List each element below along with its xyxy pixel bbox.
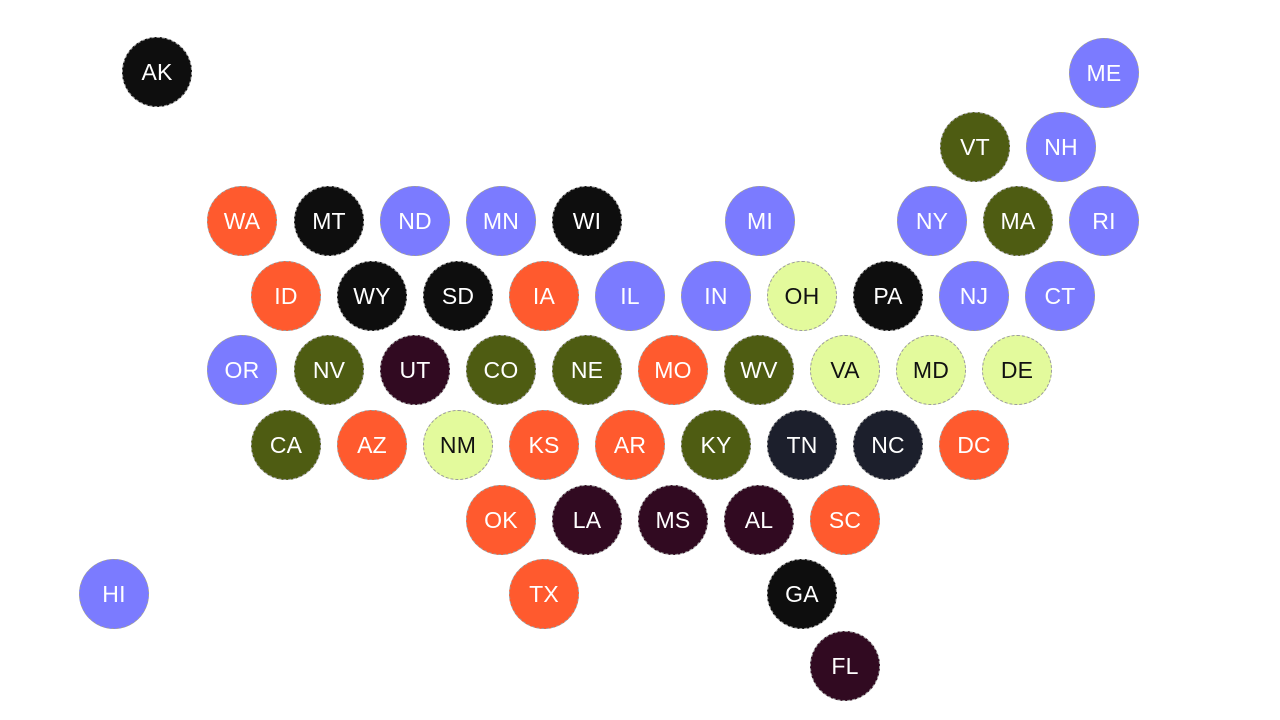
- state-tile-tn[interactable]: TN: [767, 410, 837, 480]
- state-tile-hi[interactable]: HI: [79, 559, 149, 629]
- state-tile-ny[interactable]: NY: [897, 186, 967, 256]
- state-tile-tx[interactable]: TX: [509, 559, 579, 629]
- state-tile-ks[interactable]: KS: [509, 410, 579, 480]
- state-tile-or[interactable]: OR: [207, 335, 277, 405]
- state-tile-in[interactable]: IN: [681, 261, 751, 331]
- state-tile-nc[interactable]: NC: [853, 410, 923, 480]
- state-tile-ky[interactable]: KY: [681, 410, 751, 480]
- state-tile-pa[interactable]: PA: [853, 261, 923, 331]
- state-tile-mt[interactable]: MT: [294, 186, 364, 256]
- state-tile-ga[interactable]: GA: [767, 559, 837, 629]
- state-tile-nv[interactable]: NV: [294, 335, 364, 405]
- state-tile-ar[interactable]: AR: [595, 410, 665, 480]
- state-tile-va[interactable]: VA: [810, 335, 880, 405]
- state-tile-ca[interactable]: CA: [251, 410, 321, 480]
- state-tile-de[interactable]: DE: [982, 335, 1052, 405]
- state-tile-nh[interactable]: NH: [1026, 112, 1096, 182]
- state-tile-ma[interactable]: MA: [983, 186, 1053, 256]
- state-tile-nd[interactable]: ND: [380, 186, 450, 256]
- state-tile-ne[interactable]: NE: [552, 335, 622, 405]
- state-tile-wv[interactable]: WV: [724, 335, 794, 405]
- state-tile-dc[interactable]: DC: [939, 410, 1009, 480]
- state-tile-co[interactable]: CO: [466, 335, 536, 405]
- state-tile-fl[interactable]: FL: [810, 631, 880, 701]
- state-tile-oh[interactable]: OH: [767, 261, 837, 331]
- state-tile-sd[interactable]: SD: [423, 261, 493, 331]
- state-tile-ct[interactable]: CT: [1025, 261, 1095, 331]
- state-tile-ak[interactable]: AK: [122, 37, 192, 107]
- state-tile-il[interactable]: IL: [595, 261, 665, 331]
- state-tile-nj[interactable]: NJ: [939, 261, 1009, 331]
- state-tile-sc[interactable]: SC: [810, 485, 880, 555]
- state-tile-me[interactable]: ME: [1069, 38, 1139, 108]
- state-tile-wy[interactable]: WY: [337, 261, 407, 331]
- state-tile-md[interactable]: MD: [896, 335, 966, 405]
- state-tile-nm[interactable]: NM: [423, 410, 493, 480]
- state-tile-vt[interactable]: VT: [940, 112, 1010, 182]
- state-tile-ms[interactable]: MS: [638, 485, 708, 555]
- state-tile-ri[interactable]: RI: [1069, 186, 1139, 256]
- state-tile-ut[interactable]: UT: [380, 335, 450, 405]
- state-tile-mi[interactable]: MI: [725, 186, 795, 256]
- state-tile-ia[interactable]: IA: [509, 261, 579, 331]
- state-tile-id[interactable]: ID: [251, 261, 321, 331]
- state-tile-wa[interactable]: WA: [207, 186, 277, 256]
- state-tile-az[interactable]: AZ: [337, 410, 407, 480]
- state-tile-al[interactable]: AL: [724, 485, 794, 555]
- state-tile-ok[interactable]: OK: [466, 485, 536, 555]
- state-tile-mo[interactable]: MO: [638, 335, 708, 405]
- state-tile-la[interactable]: LA: [552, 485, 622, 555]
- state-tile-mn[interactable]: MN: [466, 186, 536, 256]
- state-tile-wi[interactable]: WI: [552, 186, 622, 256]
